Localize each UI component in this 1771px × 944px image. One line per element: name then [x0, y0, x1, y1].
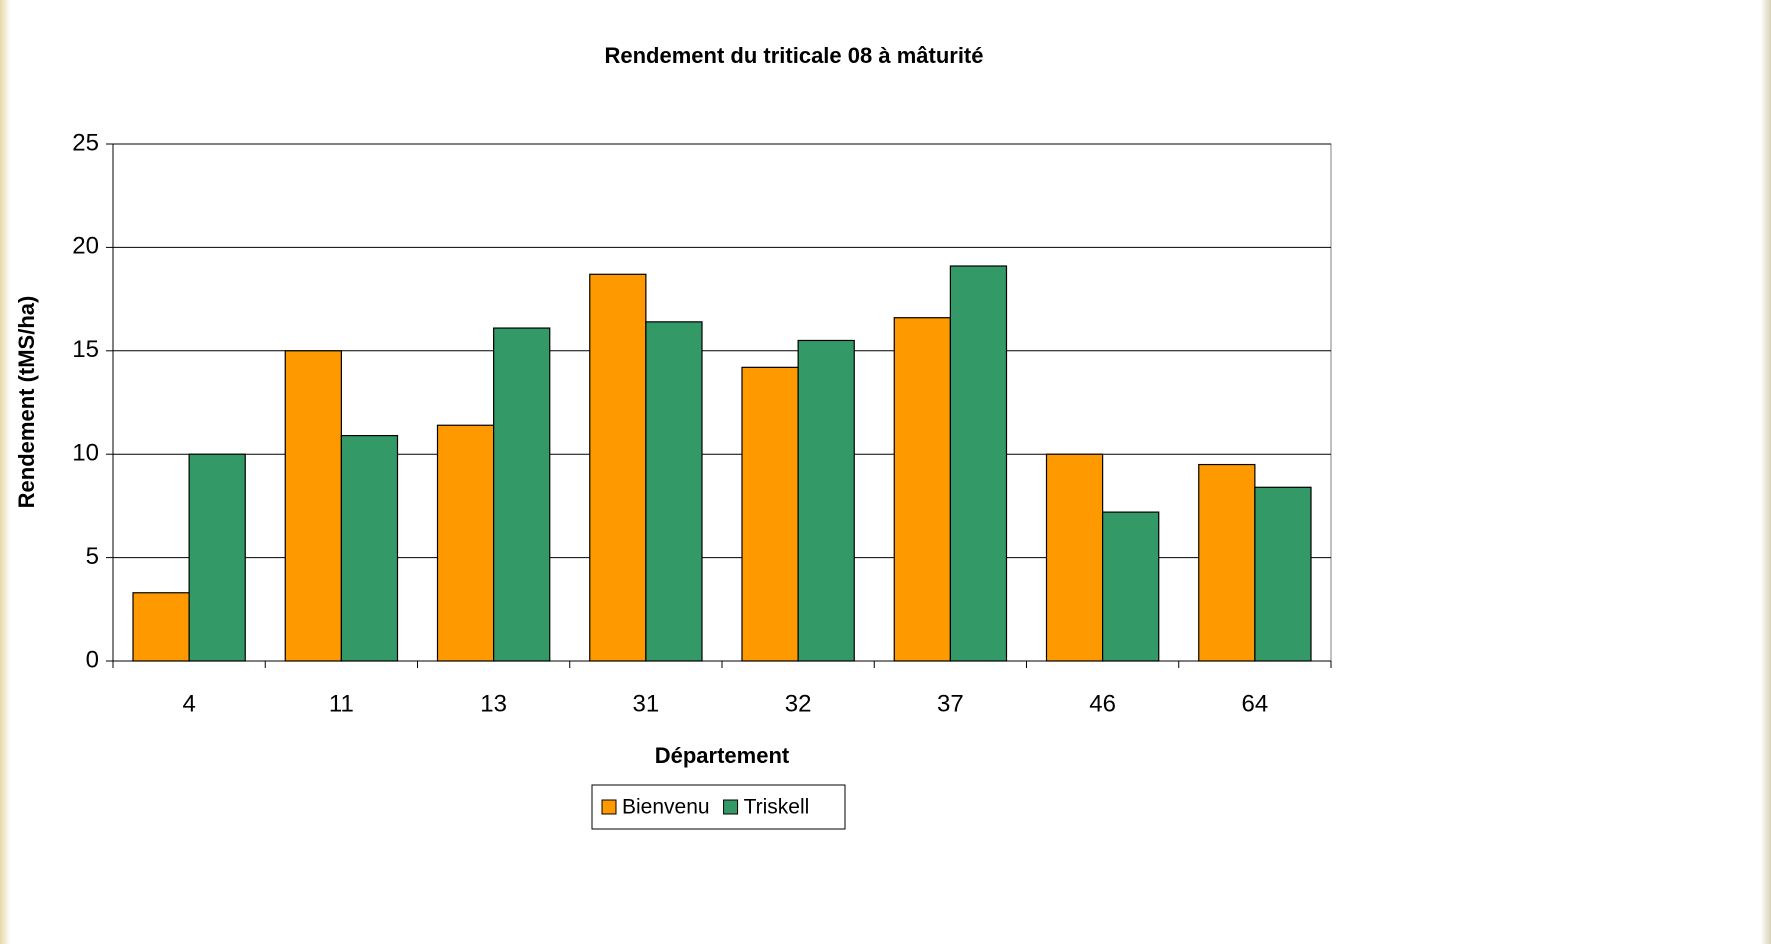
bar: [494, 328, 550, 661]
bar: [798, 340, 854, 661]
bar: [438, 425, 494, 661]
bar: [1199, 465, 1255, 661]
bar: [285, 351, 341, 661]
y-axis-label: Rendement (tMS/ha): [14, 296, 39, 509]
legend-swatch: [602, 800, 616, 814]
bar: [1103, 512, 1159, 661]
y-tick-label: 5: [86, 543, 99, 570]
bar: [742, 367, 798, 661]
legend-label: Bienvenu: [622, 796, 710, 819]
bar: [894, 318, 950, 661]
x-tick-label: 11: [329, 690, 354, 717]
x-tick-label: 32: [785, 690, 812, 717]
x-tick-label: 64: [1242, 690, 1269, 717]
bar: [646, 322, 702, 661]
legend-label: Triskell: [744, 796, 810, 819]
x-tick-label: 4: [182, 690, 195, 717]
x-axis-label: Département: [655, 743, 790, 768]
x-tick-label: 13: [480, 690, 507, 717]
chart-title: Rendement du triticale 08 à mâturité: [605, 43, 984, 68]
y-tick-label: 10: [72, 440, 99, 467]
bar: [1255, 487, 1311, 661]
bar: [1047, 454, 1103, 661]
chart: Rendement du triticale 08 à mâturité Dép…: [0, 0, 1771, 944]
y-tick-label: 0: [86, 646, 99, 673]
bar: [590, 274, 646, 661]
x-tick-label: 37: [937, 690, 964, 717]
y-tick-label: 25: [72, 129, 99, 156]
y-tick-label: 20: [72, 233, 99, 260]
bar: [189, 454, 245, 661]
bar: [950, 266, 1006, 661]
bar: [341, 436, 397, 661]
x-tick-label: 46: [1089, 690, 1116, 717]
legend-swatch: [724, 800, 738, 814]
bar: [133, 593, 189, 661]
y-tick-label: 15: [72, 336, 99, 363]
background: [0, 0, 1771, 944]
x-tick-label: 31: [633, 690, 660, 717]
